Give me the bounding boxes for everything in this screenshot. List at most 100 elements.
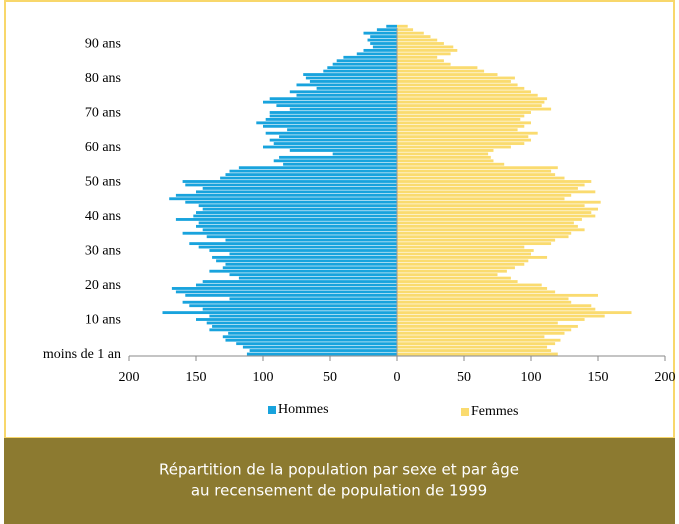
bar: [289, 149, 397, 152]
y-tick-label: 30 ans: [85, 244, 121, 259]
bar: [198, 245, 397, 249]
bar: [269, 114, 397, 118]
bar: [397, 249, 534, 252]
bar: [209, 314, 397, 318]
bar: [162, 311, 397, 315]
bar: [273, 142, 397, 145]
bar: [397, 31, 424, 35]
bar: [397, 338, 561, 342]
bar: [209, 269, 397, 273]
bar: [397, 73, 498, 76]
bar: [216, 259, 397, 263]
bar: [209, 249, 397, 252]
bar: [397, 55, 438, 59]
bar: [202, 207, 397, 211]
x-tick-label: 150: [588, 370, 609, 385]
bar: [171, 287, 397, 290]
bar: [229, 297, 397, 301]
bar: [309, 80, 397, 83]
bar: [182, 300, 397, 304]
bar: [397, 238, 556, 242]
bar: [343, 55, 397, 59]
bar: [185, 200, 397, 204]
bar: [397, 100, 545, 104]
bar: [175, 218, 397, 221]
bar: [397, 193, 572, 197]
bar: [397, 86, 525, 90]
bar: [198, 204, 397, 208]
bar: [397, 152, 489, 156]
bar: [397, 290, 556, 294]
bar: [279, 135, 397, 139]
bar: [222, 335, 397, 339]
bar: [236, 342, 397, 346]
bar: [397, 190, 596, 194]
bar: [397, 24, 408, 28]
bar: [397, 214, 596, 218]
bar: [397, 218, 582, 221]
bar: [397, 104, 542, 108]
bar: [397, 45, 454, 49]
bar: [265, 117, 397, 121]
bar: [397, 176, 565, 180]
bar: [206, 235, 397, 239]
bar: [397, 166, 558, 170]
bar: [269, 111, 397, 114]
bar: [376, 28, 397, 32]
bar: [265, 131, 397, 135]
bar: [296, 83, 397, 87]
bar: [397, 149, 494, 152]
x-tick-label: 0: [394, 370, 401, 385]
bar: [212, 324, 397, 328]
bar: [169, 197, 397, 201]
x-tick-label: 50: [457, 370, 471, 385]
bar: [269, 138, 397, 142]
x-tick-label: 100: [521, 370, 542, 385]
bar: [256, 121, 397, 125]
bar: [189, 242, 397, 246]
bar: [397, 335, 545, 339]
bar: [397, 200, 601, 204]
bar: [193, 214, 397, 218]
bar: [202, 186, 397, 190]
bar: [202, 280, 397, 283]
bar: [397, 48, 458, 52]
bar: [189, 304, 397, 308]
bar: [397, 324, 578, 328]
bar: [397, 293, 598, 297]
bar: [327, 66, 397, 70]
bar: [397, 90, 531, 94]
chart-title: au recensement de population de 1999: [191, 482, 487, 500]
bar: [397, 145, 511, 149]
bar: [182, 231, 397, 235]
bar: [397, 228, 585, 232]
bar: [370, 35, 397, 39]
caption-band: [4, 438, 675, 524]
bar: [225, 238, 397, 242]
bar: [397, 266, 515, 270]
bar: [263, 124, 397, 128]
bar: [397, 245, 525, 249]
bar: [263, 100, 397, 104]
bar: [279, 155, 397, 159]
bar: [397, 297, 569, 301]
x-tick-label: 50: [323, 370, 337, 385]
bar: [397, 52, 451, 56]
x-tick-label: 200: [655, 370, 676, 385]
bar: [363, 48, 397, 52]
bar: [196, 190, 397, 194]
bar: [397, 352, 558, 356]
y-tick-label: 40 ans: [85, 209, 121, 224]
bar: [397, 124, 525, 128]
bar: [287, 128, 397, 132]
bar: [397, 162, 505, 166]
bar: [367, 38, 397, 42]
x-tick-label: 150: [186, 370, 207, 385]
bar: [397, 349, 552, 352]
legend-label: Hommes: [278, 402, 329, 417]
bar: [397, 283, 542, 287]
bar: [397, 159, 494, 163]
bar: [397, 262, 525, 266]
bar: [196, 318, 397, 321]
